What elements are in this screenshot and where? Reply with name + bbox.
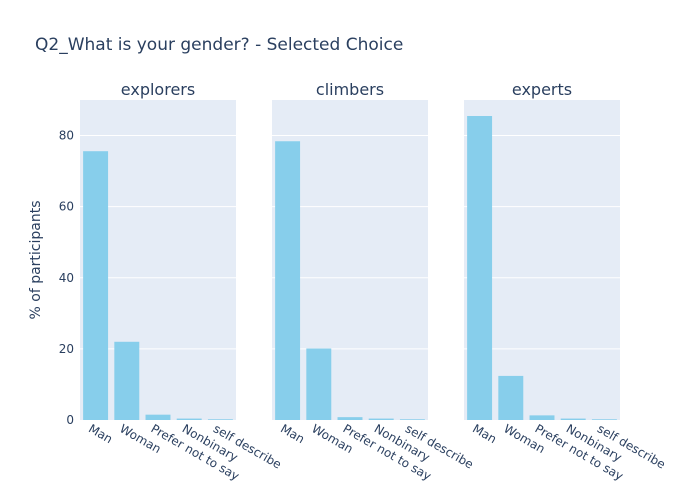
bar-climbers-0 — [275, 141, 301, 420]
bar-experts-4 — [591, 419, 617, 420]
bar-explorers-2 — [145, 414, 171, 420]
bar-experts-2 — [529, 415, 555, 420]
bar-explorers-4 — [207, 419, 233, 420]
subplot-title-experts: experts — [512, 80, 572, 99]
bar-explorers-1 — [114, 341, 140, 420]
bar-climbers-4 — [399, 419, 425, 420]
bar-experts-1 — [498, 375, 524, 420]
bar-explorers-0 — [83, 151, 109, 420]
x-tick-label: Man — [86, 421, 115, 446]
y-axis-label: % of participants — [28, 200, 44, 319]
y-tick-label: 80 — [59, 129, 74, 143]
chart-title: Q2_What is your gender? - Selected Choic… — [35, 35, 403, 55]
bar-climbers-3 — [368, 418, 394, 420]
y-tick-label: 0 — [66, 413, 74, 427]
x-tick-label: Man — [278, 421, 307, 446]
bar-climbers-2 — [337, 417, 363, 420]
y-tick-label: 60 — [59, 200, 74, 214]
y-tick-label: 20 — [59, 342, 74, 356]
bar-experts-3 — [560, 418, 586, 420]
x-tick-label: Man — [470, 421, 499, 446]
subplot-title-explorers: explorers — [121, 80, 195, 99]
bar-explorers-3 — [176, 418, 202, 420]
bar-climbers-1 — [306, 348, 332, 420]
bar-experts-0 — [467, 116, 493, 420]
y-tick-label: 40 — [59, 271, 74, 285]
subplot-title-climbers: climbers — [316, 80, 384, 99]
